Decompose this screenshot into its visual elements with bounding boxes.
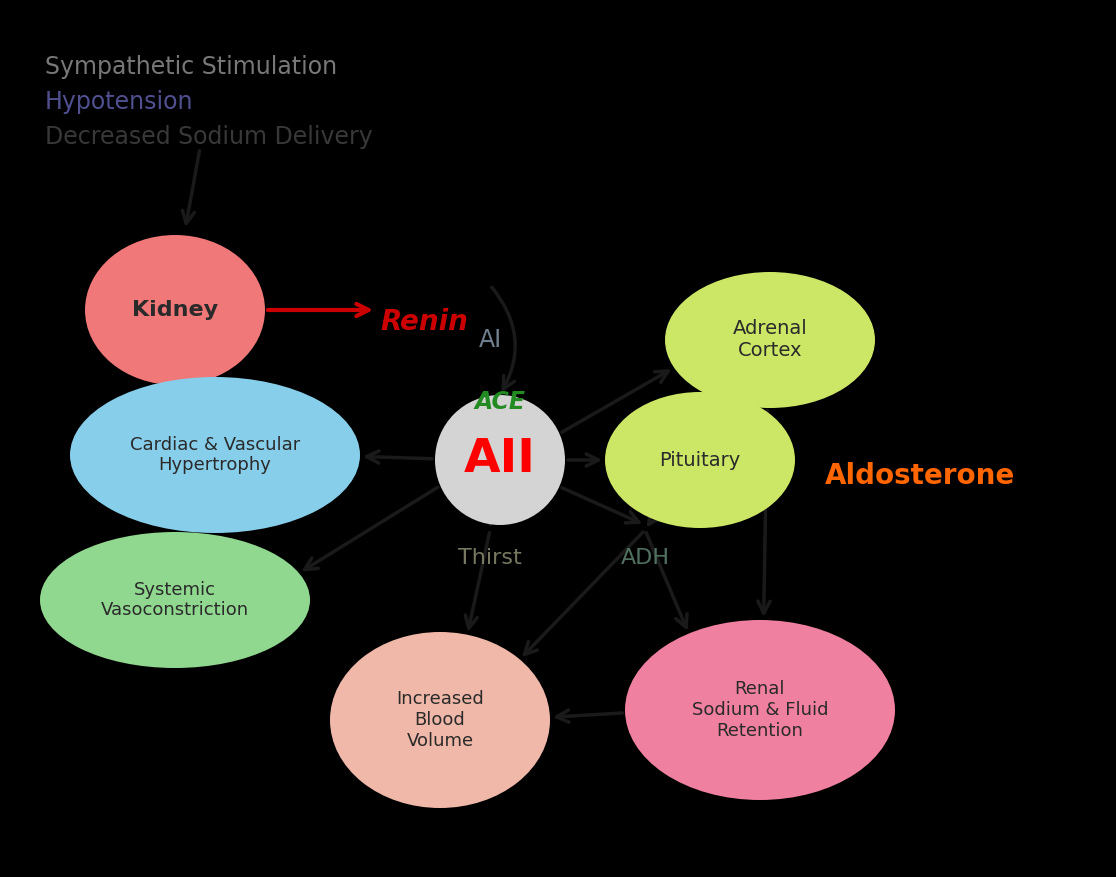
Ellipse shape	[330, 632, 550, 808]
Text: Hypotension: Hypotension	[45, 90, 193, 114]
Text: Pituitary: Pituitary	[660, 451, 741, 469]
Text: ACE: ACE	[474, 390, 526, 414]
Text: AII: AII	[464, 438, 536, 482]
Text: Cardiac & Vascular
Hypertrophy: Cardiac & Vascular Hypertrophy	[129, 436, 300, 474]
Ellipse shape	[70, 377, 360, 533]
Text: AI: AI	[479, 328, 501, 352]
Ellipse shape	[40, 532, 310, 668]
Text: Adrenal
Cortex: Adrenal Cortex	[732, 319, 807, 360]
Ellipse shape	[435, 395, 565, 525]
Text: Renal
Sodium & Fluid
Retention: Renal Sodium & Fluid Retention	[692, 681, 828, 740]
Ellipse shape	[665, 272, 875, 408]
Text: Renin: Renin	[381, 308, 468, 336]
Text: Aldosterone: Aldosterone	[825, 462, 1016, 490]
Text: Systemic
Vasoconstriction: Systemic Vasoconstriction	[100, 581, 249, 619]
Ellipse shape	[605, 392, 795, 528]
Ellipse shape	[625, 620, 895, 800]
Text: Kidney: Kidney	[132, 300, 218, 320]
Text: Decreased Sodium Delivery: Decreased Sodium Delivery	[45, 125, 373, 149]
Ellipse shape	[85, 235, 264, 385]
Text: Increased
Blood
Volume: Increased Blood Volume	[396, 690, 484, 750]
Text: Thirst: Thirst	[459, 548, 522, 568]
Text: ADH: ADH	[620, 548, 670, 568]
Text: Sympathetic Stimulation: Sympathetic Stimulation	[45, 55, 337, 79]
